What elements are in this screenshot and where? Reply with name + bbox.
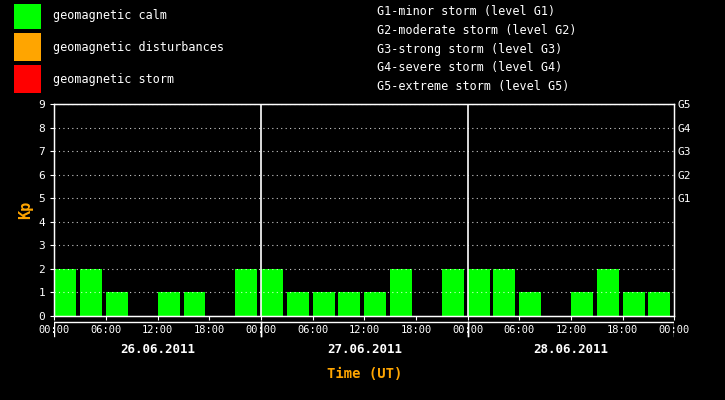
FancyBboxPatch shape [14,65,41,93]
Bar [312,292,335,316]
Text: 26.06.2011: 26.06.2011 [120,343,195,356]
Bar [597,269,618,316]
Text: G5-extreme storm (level G5): G5-extreme storm (level G5) [377,80,569,93]
Text: G4-severe storm (level G4): G4-severe storm (level G4) [377,62,562,74]
Bar [80,269,102,316]
Bar [183,292,205,316]
Bar [623,292,645,316]
Bar [235,269,257,316]
Bar [261,269,283,316]
Text: Time (UT): Time (UT) [327,367,402,382]
Bar [157,292,180,316]
Bar [571,292,593,316]
Bar [287,292,309,316]
Text: geomagnetic disturbances: geomagnetic disturbances [54,41,225,54]
Bar [442,269,464,316]
Text: G3-strong storm (level G3): G3-strong storm (level G3) [377,43,562,56]
Text: 27.06.2011: 27.06.2011 [327,343,402,356]
FancyBboxPatch shape [14,33,41,61]
FancyBboxPatch shape [14,1,41,29]
Text: G1-minor storm (level G1): G1-minor storm (level G1) [377,5,555,18]
Bar [364,292,386,316]
Bar [390,269,412,316]
Bar [494,269,515,316]
Text: geomagnetic calm: geomagnetic calm [54,9,167,22]
Bar [648,292,671,316]
Text: geomagnetic storm: geomagnetic storm [54,73,175,86]
Bar [468,269,489,316]
Text: 28.06.2011: 28.06.2011 [534,343,608,356]
Bar [339,292,360,316]
Bar [106,292,128,316]
Bar [519,292,542,316]
Y-axis label: Kp: Kp [18,201,33,219]
Bar [54,269,76,316]
Text: G2-moderate storm (level G2): G2-moderate storm (level G2) [377,24,576,37]
